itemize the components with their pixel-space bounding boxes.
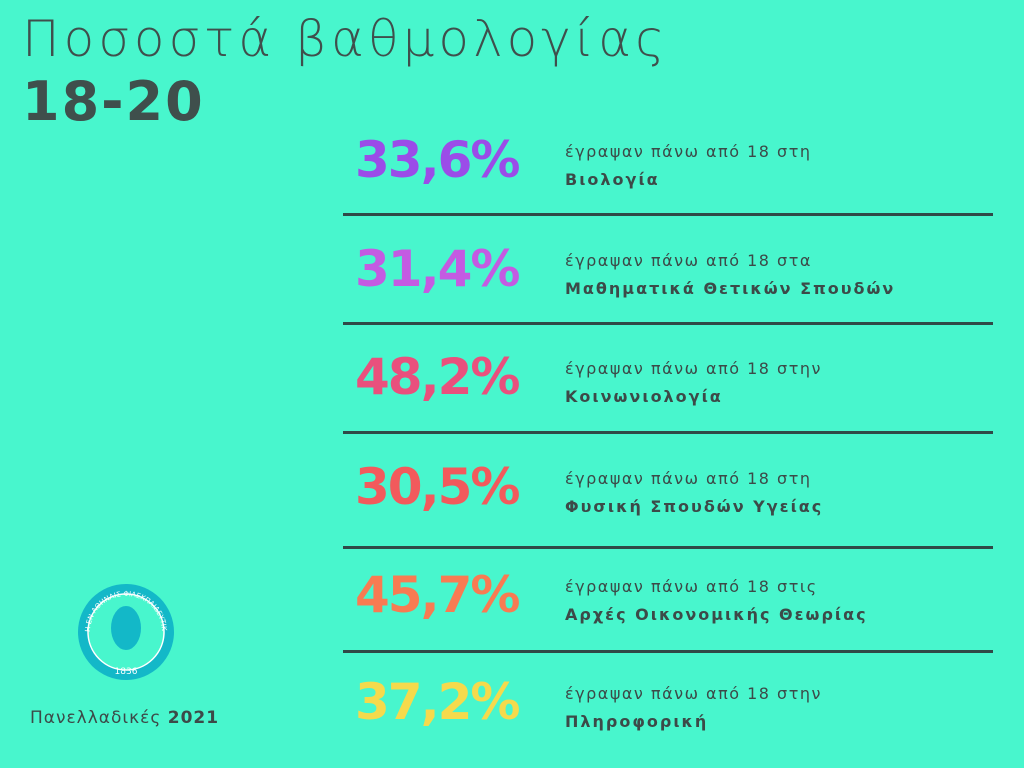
separator	[343, 650, 993, 653]
subject: Πληροφορική	[565, 712, 709, 731]
percentage: 31,4%	[355, 240, 520, 298]
percentage: 30,5%	[355, 458, 520, 516]
logo-figure	[111, 606, 141, 650]
separator	[343, 322, 993, 325]
subject: Φυσική Σπουδών Υγείας	[565, 497, 824, 516]
subject: Βιολογία	[565, 170, 660, 189]
footer-label: Πανελλαδικές	[30, 708, 162, 728]
separator	[343, 431, 993, 434]
separator	[343, 546, 993, 549]
separator	[343, 213, 993, 216]
subject: Αρχές Οικονομικής Θεωρίας	[565, 605, 868, 624]
description: έγραψαν πάνω από 18 στη	[565, 469, 812, 488]
percentage: 45,7%	[355, 566, 520, 624]
percentage: 33,6%	[355, 131, 520, 189]
subtitle: 18-20	[22, 70, 205, 133]
description: έγραψαν πάνω από 18 στη	[565, 142, 812, 161]
percentage: 48,2%	[355, 348, 520, 406]
percentage: 37,2%	[355, 673, 520, 731]
logo-year: 1836	[115, 667, 138, 677]
subject: Μαθηματικά Θετικών Σπουδών	[565, 279, 896, 298]
footer: Πανελλαδικές 2021	[30, 708, 219, 728]
subject: Κοινωνιολογία	[565, 387, 723, 406]
description: έγραψαν πάνω από 18 στις	[565, 577, 818, 596]
description: έγραψαν πάνω από 18 στην	[565, 684, 822, 703]
logo: Η ΕΝ ΑΘΗΝΑΙΣ ΦΙΛΕΚΠΑΙΔΕΥΤΙΚΗ ΕΤΑΙΡΕΙΑ 18…	[76, 576, 174, 680]
footer-year: 2021	[167, 708, 220, 728]
description: έγραψαν πάνω από 18 στα	[565, 251, 812, 270]
description: έγραψαν πάνω από 18 στην	[565, 359, 822, 378]
title: Ποσοστά βαθμολογίας	[22, 10, 669, 68]
